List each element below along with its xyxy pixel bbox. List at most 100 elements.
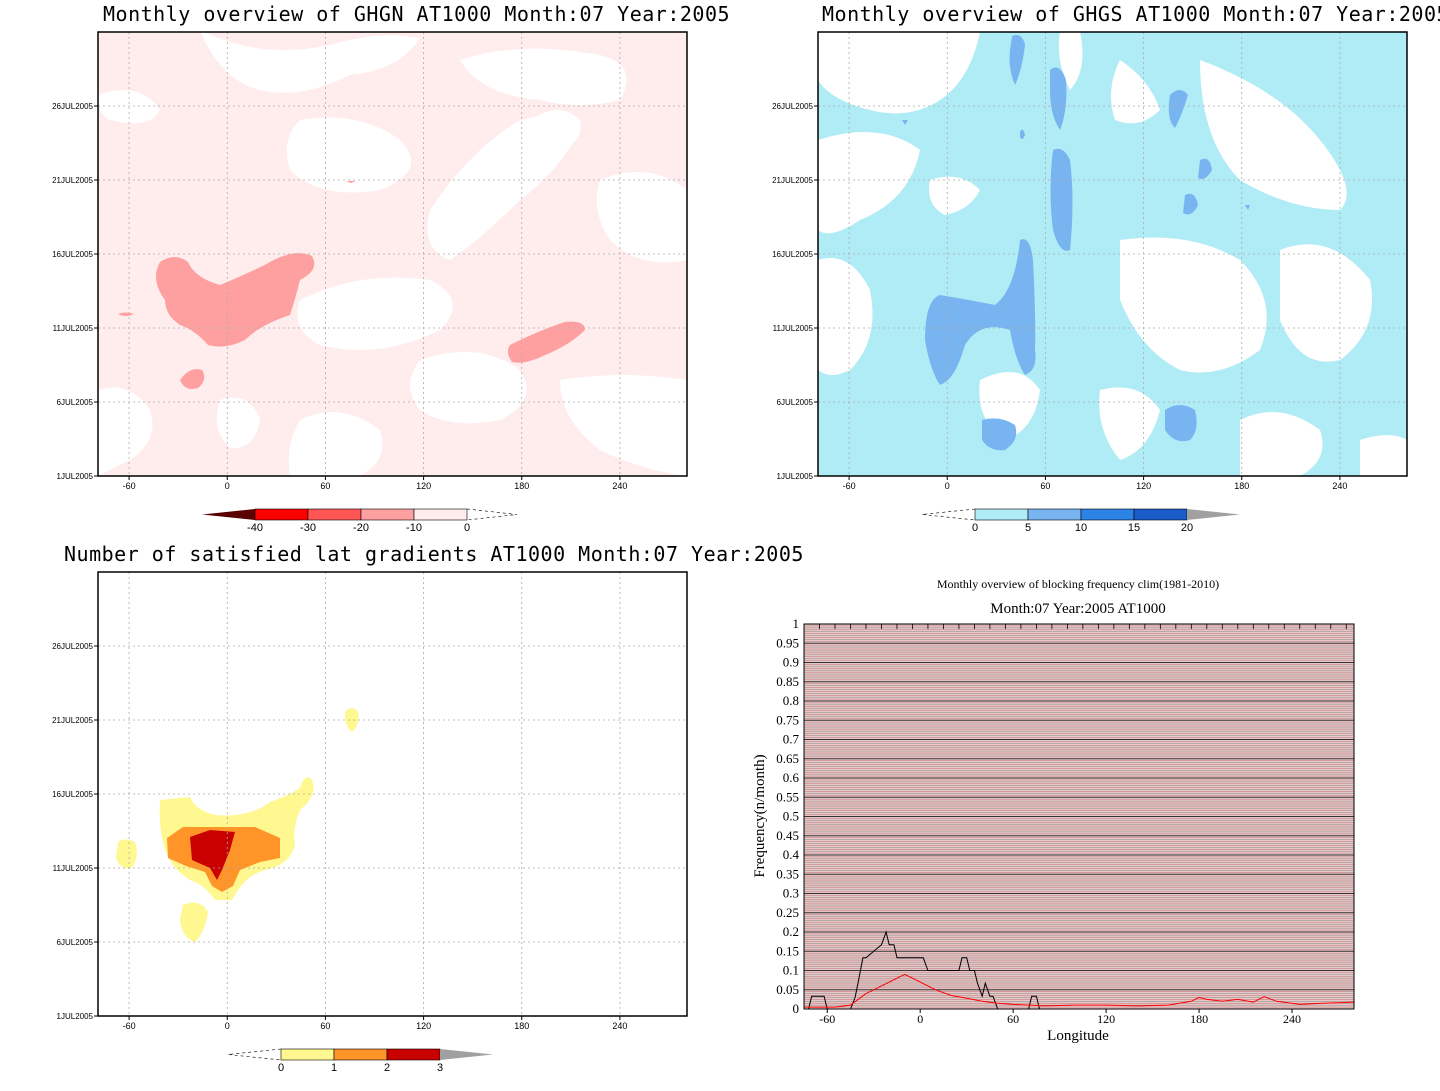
- y-tick-label: 0: [793, 1001, 800, 1016]
- y-tick-label: 26JUL2005: [52, 102, 93, 111]
- x-tick-label: 240: [1283, 1012, 1301, 1026]
- colorbar-label: 10: [1075, 522, 1087, 534]
- y-tick-label: 0.15: [776, 943, 799, 958]
- chart-subtitle: Month:07 Year:2005 AT1000: [990, 601, 1165, 617]
- y-tick-label: 26JUL2005: [52, 642, 93, 651]
- y-tick-label: 1JUL2005: [777, 472, 814, 481]
- x-tick-label: 60: [320, 481, 330, 491]
- y-tick-label: 0.5: [783, 809, 799, 824]
- y-tick-label: 0.25: [776, 905, 799, 920]
- chart-background-grid: [803, 623, 1354, 1010]
- ghgs-title: Monthly overview of GHGS AT1000 Month:07…: [822, 2, 1440, 26]
- y-tick-label: 0.95: [776, 635, 799, 650]
- x-tick-label: 0: [225, 1021, 230, 1031]
- colorbar-swatch: [974, 508, 1029, 521]
- colorbar-label: -10: [406, 522, 422, 534]
- colorbar-swatch: [440, 1049, 493, 1060]
- x-tick-label: 240: [612, 1021, 627, 1031]
- ghgs-map-panel: -60 0 60 120 180 240 1JUL2005 6JUL2005 11JUL200…: [772, 31, 1408, 534]
- colorbar-swatch: [1133, 508, 1188, 521]
- colorbar-label: 3: [437, 1062, 443, 1074]
- colorbar-label: 15: [1128, 522, 1140, 534]
- lat-gradients-map-panel: -60 0 60 120 180 240 1JUL20056JUL200511JUL200…: [52, 571, 688, 1074]
- ghgn-title: Monthly overview of GHGN AT1000 Month:07…: [103, 2, 731, 26]
- colorbar-label: -40: [247, 522, 263, 534]
- colorbar-swatch: [1027, 508, 1082, 521]
- ghgn-gridlines: [98, 32, 687, 476]
- y-tick-label: 16JUL2005: [52, 250, 93, 259]
- colorbar-swatch: [280, 1048, 335, 1061]
- chart-frame: [803, 623, 1355, 1010]
- x-tick-label: 0: [225, 481, 230, 491]
- x-tick-label: 120: [1097, 1012, 1115, 1026]
- y-tick-label: 6JUL2005: [57, 938, 94, 947]
- x-tick-label: -60: [843, 481, 856, 491]
- y-tick-label: 0.55: [776, 789, 799, 804]
- x-axis-label: Longitude: [1047, 1028, 1109, 1044]
- colorbar-label: 5: [1025, 522, 1031, 534]
- y-tick-label: 0.2: [783, 924, 799, 939]
- colorbar-swatch: [202, 509, 255, 520]
- colorbar-open-end: [921, 508, 976, 521]
- ghgn-colorbar: -40 -30 -20 -10 0: [202, 508, 518, 534]
- x-tick-label: 180: [1234, 481, 1249, 491]
- x-tick-label: 180: [514, 481, 529, 491]
- y-tick-label: 0.6: [783, 770, 800, 785]
- blocking-frequency-chart: Monthly overview of blocking frequency c…: [752, 577, 1355, 1044]
- y-tick-label: 11JUL2005: [773, 324, 814, 333]
- colorbar-label: 0: [464, 522, 470, 534]
- lat-gradients-title: Number of satisfied lat gradients AT1000…: [64, 542, 804, 566]
- y-tick-label: 11JUL2005: [53, 324, 94, 333]
- colorbar-label: 0: [972, 522, 978, 534]
- ghgs-colorbar: 0 5 10 15 20: [921, 508, 1240, 534]
- colorbar-swatch: [1080, 508, 1135, 521]
- y-tick-label: 0.4: [783, 847, 800, 862]
- y-tick-label: 26JUL2005: [772, 102, 813, 111]
- y-tick-label: 0.75: [776, 712, 799, 727]
- x-tick-label: 60: [1007, 1012, 1019, 1026]
- y-tick-label: 0.3: [783, 886, 799, 901]
- series-line-2: [804, 973, 1355, 1008]
- y-tick-label: 0.7: [783, 732, 800, 747]
- x-tick-label: 0: [945, 481, 950, 491]
- x-tick-label: 60: [320, 1021, 330, 1031]
- colorbar-swatch: [333, 1048, 388, 1061]
- y-axis-label: Frequency(n/month): [752, 754, 768, 877]
- colorbar-swatch: [386, 1048, 441, 1061]
- x-tick-label: -60: [123, 481, 136, 491]
- colorbar-label: -30: [300, 522, 316, 534]
- ghgn-field: [98, 30, 687, 476]
- y-tick-label: 21JUL2005: [52, 716, 93, 725]
- y-tick-label: 0.8: [783, 693, 799, 708]
- y-tick-label: 1JUL2005: [57, 1012, 94, 1021]
- x-tick-label: 0: [917, 1012, 923, 1026]
- y-tick-label: 0.45: [776, 828, 799, 843]
- chart-title: Monthly overview of blocking frequency c…: [937, 577, 1219, 591]
- colorbar-swatch: [307, 508, 362, 521]
- colorbar-label: 2: [384, 1062, 390, 1074]
- colorbar-label: 0: [278, 1062, 284, 1074]
- y-tick-label: 21JUL2005: [52, 176, 93, 185]
- x-tick-label: -60: [819, 1012, 835, 1026]
- y-tick-label: 16JUL2005: [52, 790, 93, 799]
- y-tick-label: 16JUL2005: [772, 250, 813, 259]
- colorbar-swatch: [1187, 509, 1240, 520]
- y-tick-label: 21JUL2005: [772, 176, 813, 185]
- y-tick-label: 6JUL2005: [777, 398, 814, 407]
- x-tick-label: 120: [416, 481, 431, 491]
- x-tick-label: 180: [1190, 1012, 1208, 1026]
- x-tick-label: 240: [612, 481, 627, 491]
- colorbar-open-end: [227, 1048, 282, 1061]
- y-tick-label: 1JUL2005: [57, 472, 94, 481]
- colorbar-label: 1: [331, 1062, 337, 1074]
- y-tick-label: 0.05: [776, 982, 799, 997]
- x-tick-label: 120: [416, 1021, 431, 1031]
- x-tick-label: -60: [123, 1021, 136, 1031]
- y-tick-label: 6JUL2005: [57, 398, 94, 407]
- x-tick-label: 120: [1136, 481, 1151, 491]
- colorbar-swatch: [360, 508, 415, 521]
- colorbar-swatch: [413, 508, 468, 521]
- y-tick-label: 0.9: [783, 655, 799, 670]
- x-tick-label: 180: [514, 1021, 529, 1031]
- x-tick-label: 60: [1040, 481, 1050, 491]
